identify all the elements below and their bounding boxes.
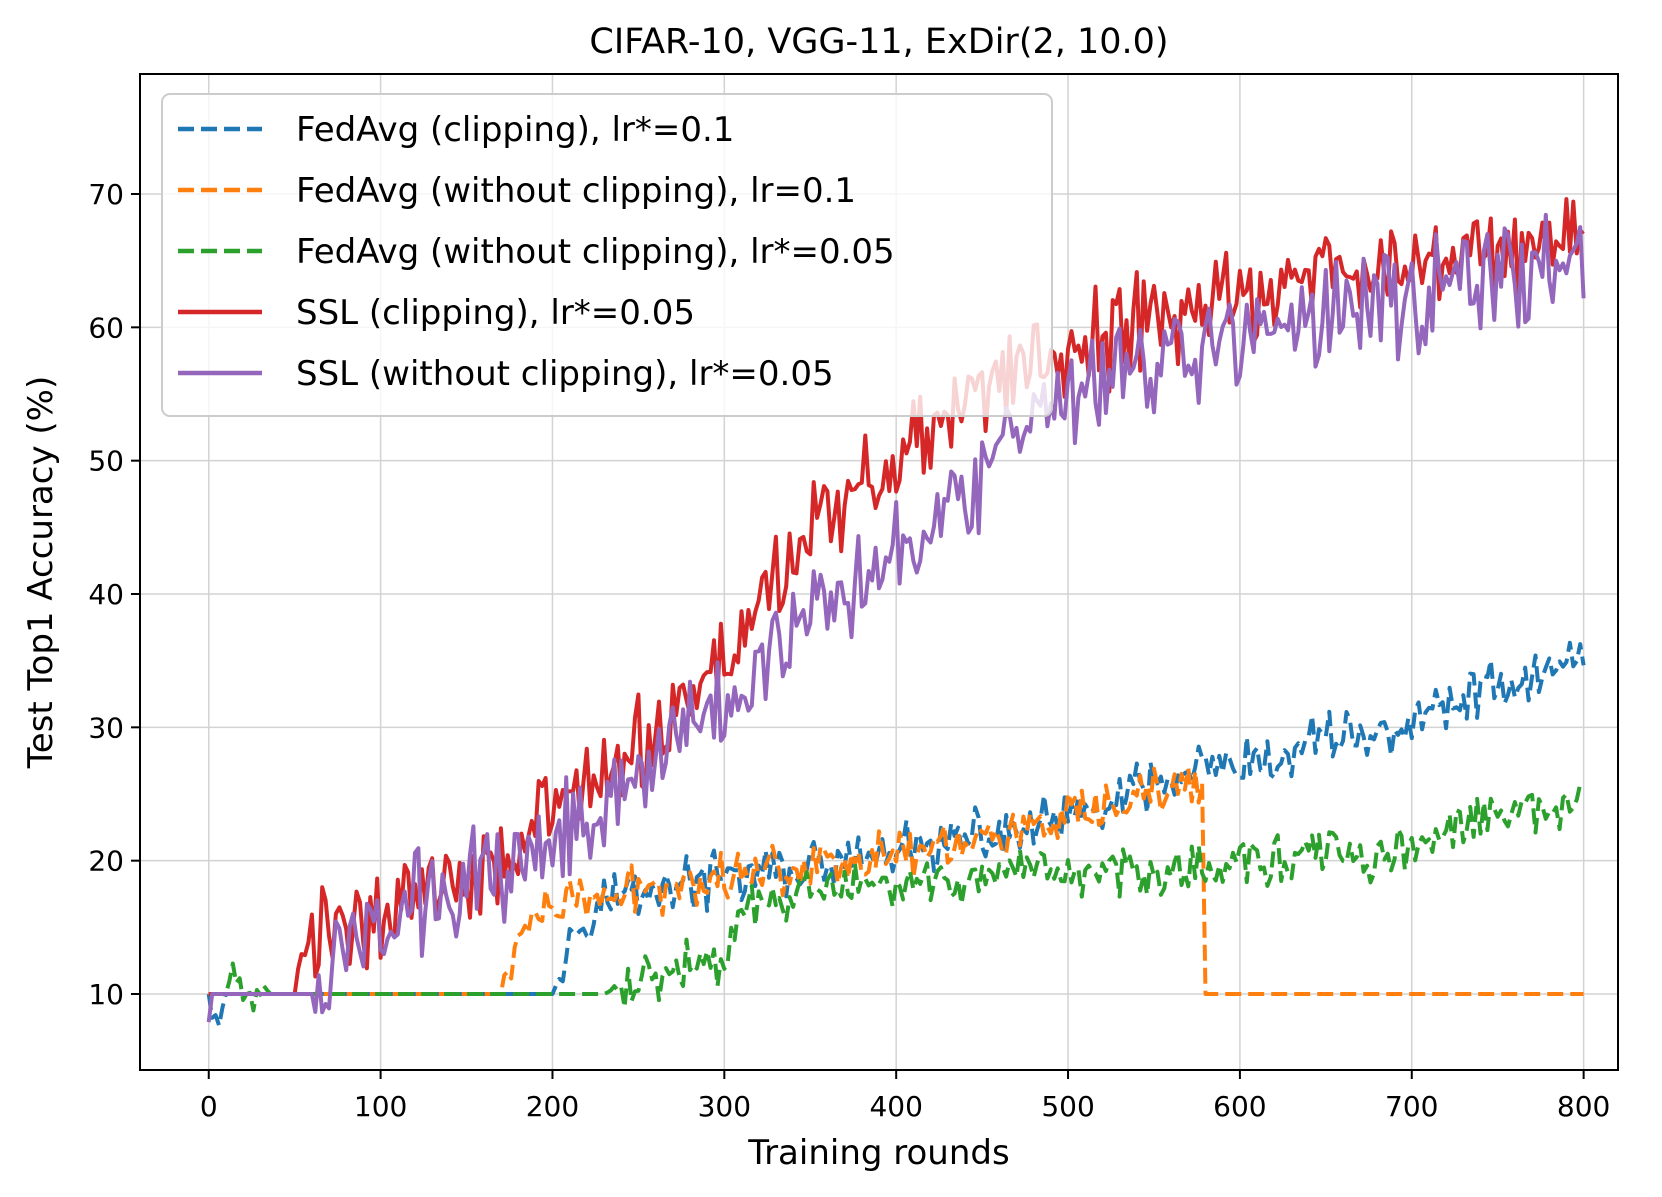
x-tick-label: 200 xyxy=(526,1090,579,1123)
series-line xyxy=(208,197,1585,996)
series-line xyxy=(208,766,1584,996)
x-tick-label: 500 xyxy=(1041,1090,1094,1123)
x-axis-label: Training rounds xyxy=(747,1133,1009,1173)
y-tick-label: 50 xyxy=(88,445,124,478)
chart-title: CIFAR-10, VGG-11, ExDir(2, 10.0) xyxy=(589,22,1168,62)
y-tick-label: 70 xyxy=(88,178,124,211)
series-layer xyxy=(206,197,1586,1028)
y-tick-label: 20 xyxy=(88,845,124,878)
y-tick-label: 40 xyxy=(88,578,124,611)
series-line xyxy=(206,212,1586,1023)
legend-label: SSL (clipping), lr*=0.05 xyxy=(296,293,695,333)
y-axis-label: Test Top1 Accuracy (%) xyxy=(21,376,61,769)
legend: FedAvg (clipping), lr*=0.1 FedAvg (withou… xyxy=(161,93,1053,417)
legend-label: FedAvg (clipping), lr*=0.1 xyxy=(296,110,734,150)
legend-box xyxy=(161,93,1053,417)
x-axis: 0 100 200 300 400 500 600 700 800 xyxy=(200,1070,1610,1123)
x-tick-label: 800 xyxy=(1557,1090,1610,1123)
series-line xyxy=(208,781,1584,1013)
x-tick-label: 400 xyxy=(869,1090,922,1123)
legend-label: FedAvg (without clipping), lr*=0.05 xyxy=(296,232,895,272)
legend-label: FedAvg (without clipping), lr=0.1 xyxy=(296,171,856,211)
x-tick-label: 0 xyxy=(200,1090,218,1123)
x-tick-label: 300 xyxy=(698,1090,751,1123)
y-axis: 10 20 30 40 50 60 70 xyxy=(88,178,140,1011)
x-tick-label: 100 xyxy=(354,1090,407,1123)
plot-frame xyxy=(139,73,1619,1071)
x-tick-label: 700 xyxy=(1385,1090,1438,1123)
legend-label: SSL (without clipping), lr*=0.05 xyxy=(296,354,834,394)
x-tick-label: 600 xyxy=(1213,1090,1266,1123)
y-tick-label: 10 xyxy=(88,978,124,1011)
y-tick-label: 60 xyxy=(88,311,124,344)
y-tick-label: 30 xyxy=(88,711,124,744)
